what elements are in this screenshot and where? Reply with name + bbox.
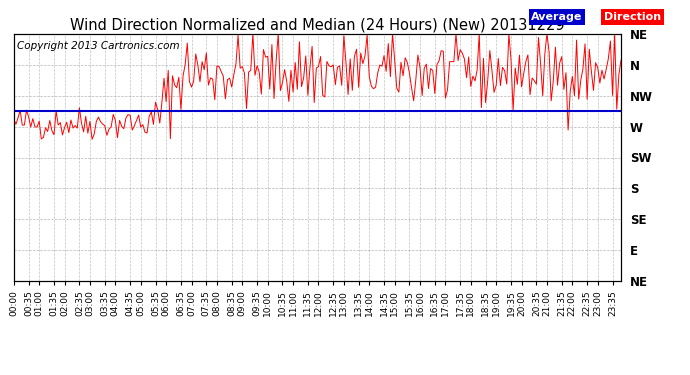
Title: Wind Direction Normalized and Median (24 Hours) (New) 20131229: Wind Direction Normalized and Median (24… — [70, 18, 564, 33]
Text: Average: Average — [531, 12, 582, 22]
Text: Copyright 2013 Cartronics.com: Copyright 2013 Cartronics.com — [17, 41, 179, 51]
Text: Direction: Direction — [604, 12, 661, 22]
